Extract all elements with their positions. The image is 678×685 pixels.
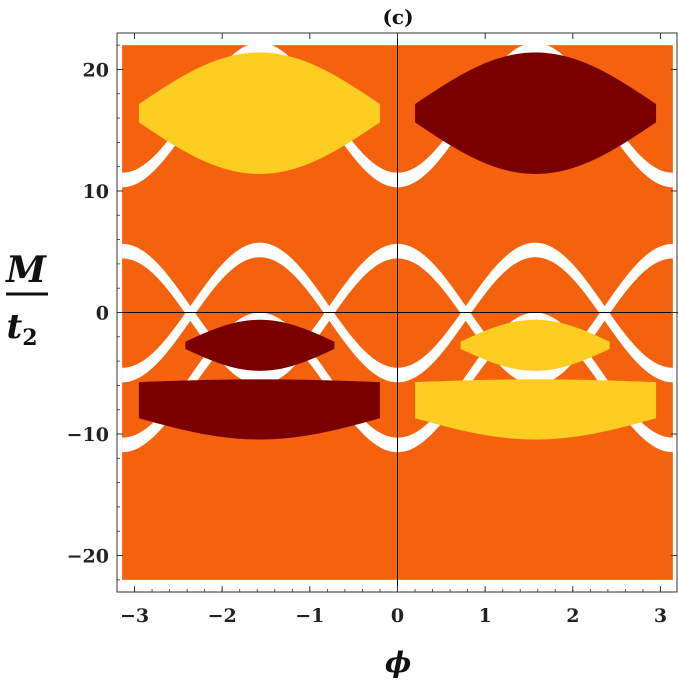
x-tick-label: −2 xyxy=(208,605,237,627)
y-tick-label: 10 xyxy=(83,181,109,203)
phase-region-positive-4 xyxy=(460,319,610,371)
plot-area xyxy=(117,33,678,592)
x-tick-label: 0 xyxy=(391,605,404,627)
phase-region-negative-2 xyxy=(185,319,335,371)
x-tick-label: 3 xyxy=(654,605,667,627)
phase-region-negative-1 xyxy=(415,52,657,174)
phase-region-positive-0 xyxy=(138,52,380,174)
phase-regions xyxy=(138,52,657,440)
y-axis-label-denominator-sub: 2 xyxy=(22,325,37,351)
y-axis-label: M t2 xyxy=(4,249,48,351)
x-tick-label: −3 xyxy=(120,605,149,627)
x-axis-label: ϕ xyxy=(385,646,411,679)
y-axis-label-denominator-base: t xyxy=(6,307,22,347)
y-tick-label: −20 xyxy=(67,546,109,568)
x-tick-label: 2 xyxy=(566,605,579,627)
x-tick-label: −1 xyxy=(295,605,324,627)
y-axis-label-denominator: t2 xyxy=(6,307,37,351)
phase-region-negative-3 xyxy=(138,379,380,440)
y-axis-ticks: −20 −10 0 10 20 xyxy=(67,44,677,581)
x-tick-label: 1 xyxy=(479,605,492,627)
chart-title: (c) xyxy=(382,5,413,29)
y-tick-label: 20 xyxy=(83,59,109,81)
y-tick-label: 0 xyxy=(96,303,109,325)
x-axis-ticks: −3 −2 −1 0 1 2 3 xyxy=(120,33,667,627)
y-tick-label: −10 xyxy=(67,424,109,446)
y-axis-label-numerator: M xyxy=(4,249,47,291)
phase-region-positive-5 xyxy=(415,379,657,440)
